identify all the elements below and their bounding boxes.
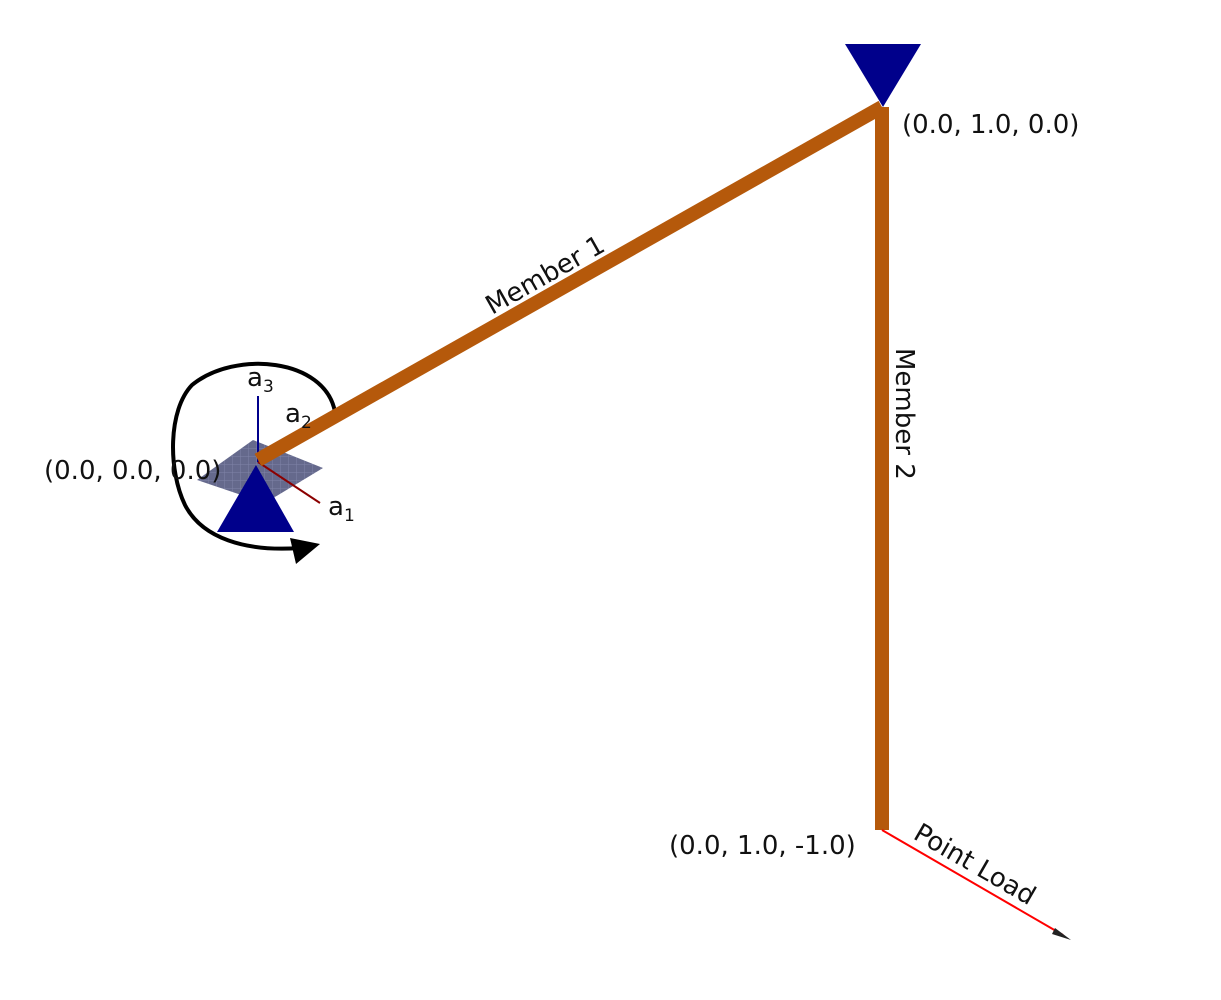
axis-a1-line [257,461,321,504]
axis-a2-label: a2 [285,399,312,433]
axis-a3-sub: 3 [263,377,274,397]
axis-a3-label: a3 [247,363,274,397]
axis-a3-base: a [247,363,263,393]
node-label-origin: (0.0, 0.0, 0.0) [44,456,221,486]
axis-a2-base: a [285,399,301,429]
axis-a1-label: a1 [328,492,355,526]
node-label-top: (0.0, 1.0, 0.0) [902,110,1079,140]
node-label-bottom: (0.0, 1.0, -1.0) [669,831,856,861]
point-load-line [881,829,1064,936]
moment-arrowhead [290,538,320,564]
axis-a1-sub: 1 [344,506,355,526]
moment-arc [171,361,337,551]
axis-a1-base: a [328,492,344,522]
axis-a2-sub: 2 [301,413,312,433]
pin-support-origin [217,465,294,532]
point-load-label: Point Load [909,818,1041,912]
roller-support-top [845,44,921,107]
member-1 [254,100,886,467]
member-2-label: Member 2 [889,348,919,480]
point-load-arrowhead [1052,928,1071,940]
local-axis-plate [197,440,323,503]
